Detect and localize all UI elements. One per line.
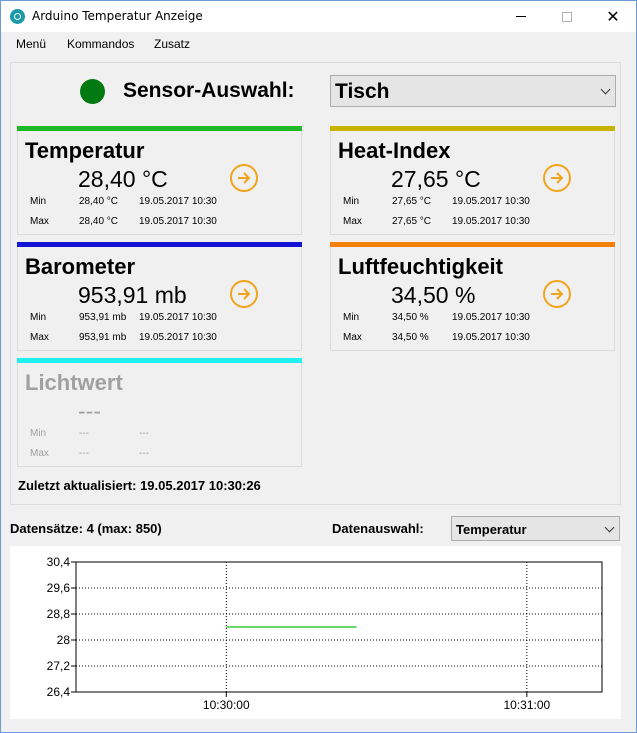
records-count: Datensätze: 4 (max: 850) (10, 521, 162, 536)
card-color-bar (17, 126, 302, 131)
arrow-right-icon (238, 172, 251, 184)
card-color-bar (17, 358, 302, 363)
details-button[interactable] (543, 164, 571, 192)
card-lichtwert: Lichtwert --- Min --- --- Max --- --- (17, 358, 302, 467)
close-button[interactable]: ✕ (590, 1, 636, 32)
card-value: 34,50 % (391, 282, 476, 308)
card-luftfeuchtigkeit: Luftfeuchtigkeit 34,50 % Min 34,50 % 19.05.2… (330, 242, 615, 351)
max-time: --- (139, 448, 149, 459)
app-icon (10, 9, 25, 24)
min-value: 27,65 °C (392, 196, 432, 207)
card-value: 28,40 °C (78, 166, 168, 192)
arrow-right-icon (238, 288, 251, 300)
status-indicator (80, 79, 105, 104)
y-tick-label: 28,8 (47, 607, 71, 621)
y-tick-label: 27,2 (47, 659, 71, 673)
y-tick-label: 28 (57, 633, 71, 647)
card-title: Barometer (25, 254, 136, 279)
min-time: 19.05.2017 10:30 (139, 196, 217, 207)
chevron-down-icon (604, 522, 615, 533)
data-select[interactable]: Temperatur (451, 516, 620, 541)
max-value: 27,65 °C (392, 216, 432, 227)
arrow-right-icon (551, 172, 564, 184)
max-label: Max (343, 216, 362, 227)
card-title: Luftfeuchtigkeit (338, 254, 503, 279)
card-value: --- (78, 398, 101, 424)
max-value: --- (79, 448, 89, 459)
details-button[interactable] (230, 164, 258, 192)
plot-area (75, 561, 603, 693)
min-label: Min (343, 312, 360, 323)
max-label: Max (30, 216, 49, 227)
sensor-select[interactable]: Tisch (330, 75, 616, 107)
min-label: Min (30, 312, 47, 323)
min-label: Min (30, 196, 47, 207)
min-time: --- (139, 428, 149, 439)
min-value: 34,50 % (392, 312, 429, 323)
window-title: Arduino Temperatur Anzeige (32, 9, 203, 23)
y-tick-label: 30,4 (47, 555, 71, 569)
line-chart: 30,4 29,6 28,8 28 27,2 26,4 10:30:00 10:31:00 (47, 555, 603, 712)
max-value: 953,91 mb (79, 332, 127, 343)
min-value: --- (79, 428, 89, 439)
min-time: 19.05.2017 10:30 (452, 196, 530, 207)
min-time: 19.05.2017 10:30 (452, 312, 530, 323)
card-barometer: Barometer 953,91 mb Min 953,91 mb 19.05.2017… (17, 242, 302, 351)
last-update-text: Zuletzt aktualisiert: 19.05.2017 10:30:2… (18, 478, 261, 493)
max-value: 28,40 °C (79, 216, 119, 227)
sensor-select-value: Tisch (335, 80, 390, 103)
card-color-bar (330, 242, 615, 247)
sensor-select-label: Sensor-Auswahl: (123, 79, 295, 102)
close-icon: ✕ (606, 6, 620, 26)
max-time: 19.05.2017 10:30 (139, 216, 217, 227)
data-select-value: Temperatur (456, 522, 527, 537)
card-title: Lichtwert (25, 370, 123, 395)
x-tick-label: 10:31:00 (503, 698, 550, 712)
maximize-button[interactable] (544, 1, 590, 32)
max-time: 19.05.2017 10:30 (139, 332, 217, 343)
max-value: 34,50 % (392, 332, 429, 343)
minimize-icon (516, 16, 526, 17)
card-value: 27,65 °C (391, 166, 481, 192)
card-color-bar (330, 126, 615, 131)
min-label: Min (343, 196, 360, 207)
maximize-icon (562, 11, 572, 22)
max-label: Max (30, 332, 49, 343)
card-temperatur: Temperatur 28,40 °C Min 28,40 °C 19.05.2017 … (17, 126, 302, 235)
card-title: Heat-Index (338, 138, 451, 163)
max-label: Max (343, 332, 362, 343)
card-title: Temperatur (25, 138, 145, 163)
max-time: 19.05.2017 10:30 (452, 216, 530, 227)
min-time: 19.05.2017 10:30 (139, 312, 217, 323)
x-tick-label: 10:30:00 (203, 698, 250, 712)
menu-item-kommandos[interactable]: Kommandos (67, 37, 135, 51)
card-heat-index: Heat-Index 27,65 °C Min 27,65 °C 19.05.2017 … (330, 126, 615, 235)
y-tick-label: 26,4 (47, 685, 71, 699)
menu-item-menu[interactable]: Menü (16, 37, 47, 51)
menu-item-zusatz[interactable]: Zusatz (154, 37, 191, 51)
data-select-label: Datenauswahl: (332, 521, 424, 536)
card-color-bar (17, 242, 302, 247)
card-value: 953,91 mb (78, 282, 187, 308)
details-button[interactable] (543, 280, 571, 308)
chevron-down-icon (600, 84, 611, 95)
min-value: 953,91 mb (79, 312, 127, 323)
min-label: Min (30, 428, 47, 439)
min-value: 28,40 °C (79, 196, 119, 207)
arrow-right-icon (551, 288, 564, 300)
max-label: Max (30, 448, 49, 459)
max-time: 19.05.2017 10:30 (452, 332, 530, 343)
minimize-button[interactable] (498, 1, 544, 32)
chart-panel: 30,4 29,6 28,8 28 27,2 26,4 10:30:00 10:31:00 (10, 546, 621, 719)
y-tick-label: 29,6 (47, 581, 71, 595)
details-button[interactable] (230, 280, 258, 308)
title-bar[interactable]: Arduino Temperatur Anzeige ✕ (1, 1, 636, 32)
menu-bar: Menü Kommandos Zusatz (1, 32, 636, 54)
